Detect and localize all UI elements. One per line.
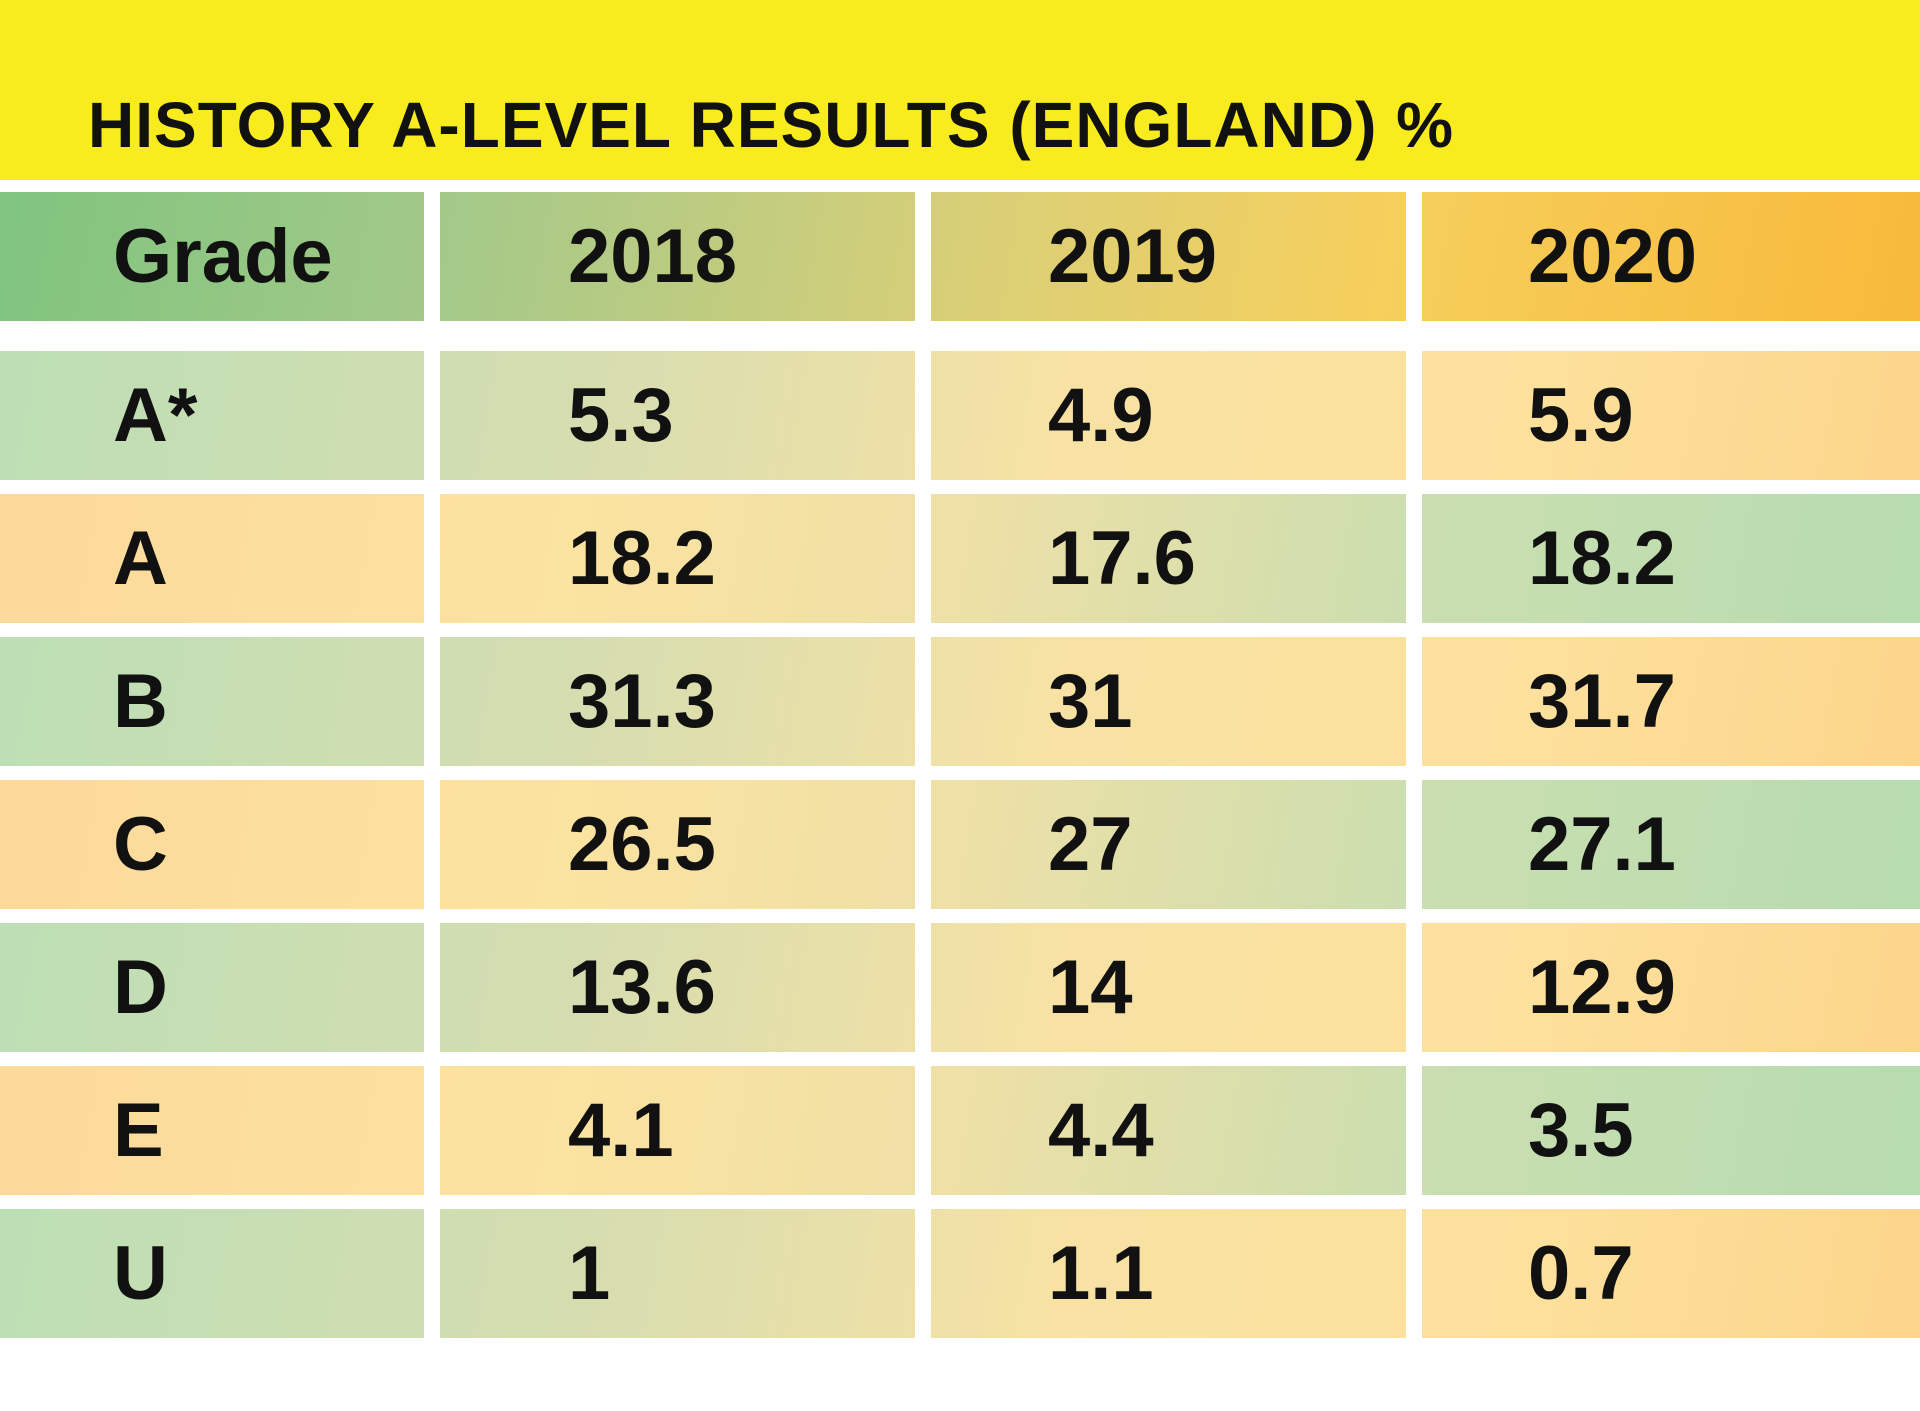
column-divider bbox=[1406, 780, 1422, 909]
table-cell: 0.7 bbox=[1528, 1231, 1634, 1316]
header-row: Grade 2018 2019 2020 bbox=[0, 192, 1920, 321]
table-row: A 18.2 17.6 18.2 bbox=[0, 494, 1920, 623]
table-cell: 12.9 bbox=[1528, 945, 1676, 1030]
column-divider bbox=[1406, 637, 1422, 766]
table-row: E 4.1 4.4 3.5 bbox=[0, 1066, 1920, 1195]
table-cell: 4.9 bbox=[1048, 373, 1154, 458]
column-divider bbox=[1406, 1066, 1422, 1195]
column-divider bbox=[1406, 923, 1422, 1052]
table-cell: 5.9 bbox=[1528, 373, 1634, 458]
table-row: U 1 1.1 0.7 bbox=[0, 1209, 1920, 1338]
table-cell: A bbox=[113, 516, 168, 601]
column-divider bbox=[915, 780, 931, 909]
table-row: A* 5.3 4.9 5.9 bbox=[0, 351, 1920, 480]
table-cell: 17.6 bbox=[1048, 516, 1196, 601]
column-divider bbox=[915, 192, 931, 321]
column-divider bbox=[915, 1209, 931, 1338]
table-cell: 13.6 bbox=[568, 945, 716, 1030]
table-cell: 27.1 bbox=[1528, 802, 1676, 887]
chart-title: HISTORY A-LEVEL RESULTS (ENGLAND) % bbox=[88, 89, 1455, 161]
column-header: Grade bbox=[113, 214, 333, 299]
column-divider bbox=[1406, 192, 1422, 321]
column-divider bbox=[424, 923, 440, 1052]
column-divider bbox=[424, 1209, 440, 1338]
table-cell: 5.3 bbox=[568, 373, 674, 458]
column-divider bbox=[424, 192, 440, 321]
column-divider bbox=[424, 351, 440, 480]
table-row: B 31.3 31 31.7 bbox=[0, 637, 1920, 766]
table-cell: 18.2 bbox=[1528, 516, 1676, 601]
column-divider bbox=[915, 637, 931, 766]
title-bar: HISTORY A-LEVEL RESULTS (ENGLAND) % bbox=[0, 0, 1920, 180]
table-cell: 1.1 bbox=[1048, 1231, 1154, 1316]
column-divider bbox=[424, 494, 440, 623]
column-header: 2020 bbox=[1528, 214, 1698, 299]
column-divider bbox=[915, 494, 931, 623]
table-cell: 27 bbox=[1048, 802, 1133, 887]
column-header: 2019 bbox=[1048, 214, 1218, 299]
table-cell: E bbox=[113, 1088, 164, 1173]
table-cell: U bbox=[113, 1231, 168, 1316]
table-cell: 31.7 bbox=[1528, 659, 1676, 744]
column-divider bbox=[424, 1066, 440, 1195]
column-divider bbox=[915, 351, 931, 480]
table-cell: D bbox=[113, 945, 168, 1030]
table-cell: 1 bbox=[568, 1231, 611, 1316]
column-divider bbox=[1406, 1209, 1422, 1338]
table-cell: 31 bbox=[1048, 659, 1133, 744]
table-cell: A* bbox=[113, 373, 198, 458]
table-cell: B bbox=[113, 659, 168, 744]
column-divider bbox=[915, 923, 931, 1052]
column-header: 2018 bbox=[568, 214, 738, 299]
table-cell: 26.5 bbox=[568, 802, 716, 887]
table-cell: 14 bbox=[1048, 945, 1133, 1030]
table-row: C 26.5 27 27.1 bbox=[0, 780, 1920, 909]
column-divider bbox=[1406, 351, 1422, 480]
table-cell: 31.3 bbox=[568, 659, 716, 744]
table-cell: 4.4 bbox=[1048, 1088, 1154, 1173]
column-divider bbox=[424, 637, 440, 766]
table-cell: 3.5 bbox=[1528, 1088, 1634, 1173]
table-row: D 13.6 14 12.9 bbox=[0, 923, 1920, 1052]
table-cell: C bbox=[113, 802, 168, 887]
column-divider bbox=[424, 780, 440, 909]
table-cell: 4.1 bbox=[568, 1088, 674, 1173]
table-cell: 18.2 bbox=[568, 516, 716, 601]
column-divider bbox=[915, 1066, 931, 1195]
column-divider bbox=[1406, 494, 1422, 623]
